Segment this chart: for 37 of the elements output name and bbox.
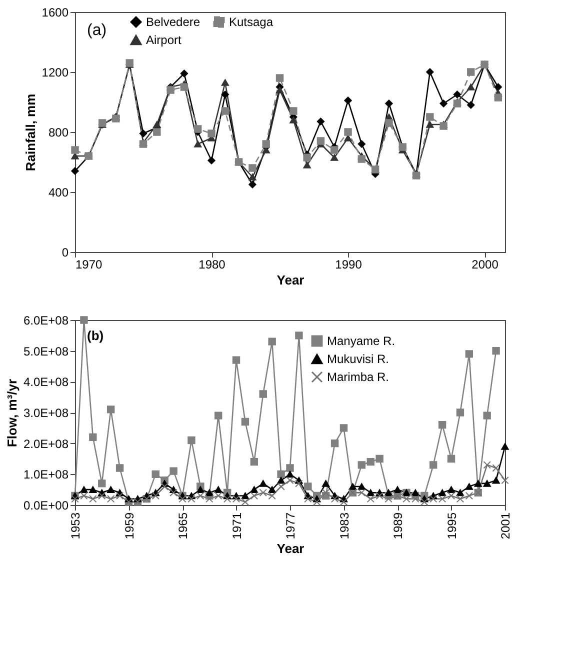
legend-label: Belvedere: [146, 15, 200, 29]
x-tick-label: 1965: [176, 512, 190, 540]
y-tick-label: 6.0E+08: [23, 314, 69, 328]
x-tick-label: 2000: [472, 258, 499, 272]
y-tick-label: 400: [48, 186, 69, 200]
y-tick-label: 1600: [42, 6, 69, 20]
legend-label: Manyame R.: [327, 334, 396, 348]
x-tick-label: 1995: [444, 512, 459, 540]
x-tick-label: 1953: [68, 512, 82, 540]
y-tick-label: 1.0E+08: [23, 468, 69, 482]
y-axis-title: Rainfall, mm: [22, 94, 38, 172]
x-tick-label: 1977: [284, 512, 298, 540]
y-tick-label: 2.0E+08: [23, 436, 69, 451]
y-tick-label: 0.0E+00: [23, 498, 69, 512]
legend-label: Airport: [146, 33, 182, 47]
y-tick-label: 5.0E+08: [23, 344, 69, 358]
y-axis-title: Flow, m³/yr: [4, 378, 20, 448]
y-tick-label: 4.0E+08: [23, 375, 69, 390]
x-tick-label: 1983: [337, 512, 352, 540]
annotation: (a): [87, 22, 107, 39]
x-tick-label: 1990: [335, 258, 362, 272]
x-tick-label: 1970: [76, 258, 103, 272]
x-tick-label: 1989: [391, 512, 405, 540]
legend-label: Marimba R.: [327, 370, 390, 384]
y-tick-label: 0: [62, 246, 69, 260]
x-axis-title: Year: [276, 272, 304, 288]
y-tick-label: 800: [48, 126, 69, 140]
x-tick-label: 1980: [198, 258, 226, 272]
y-tick-label: 3.0E+08: [23, 406, 69, 420]
x-axis-title: Year: [276, 541, 304, 556]
legend-label: Mukuvisi R.: [327, 352, 390, 366]
legend-label: Kutsaga: [229, 15, 274, 29]
x-tick-label: 1959: [122, 512, 136, 540]
x-tick-label: 1971: [230, 512, 244, 540]
annotation: (b): [87, 328, 104, 343]
x-tick-label: 2001: [498, 512, 512, 540]
y-tick-label: 1200: [42, 66, 69, 80]
